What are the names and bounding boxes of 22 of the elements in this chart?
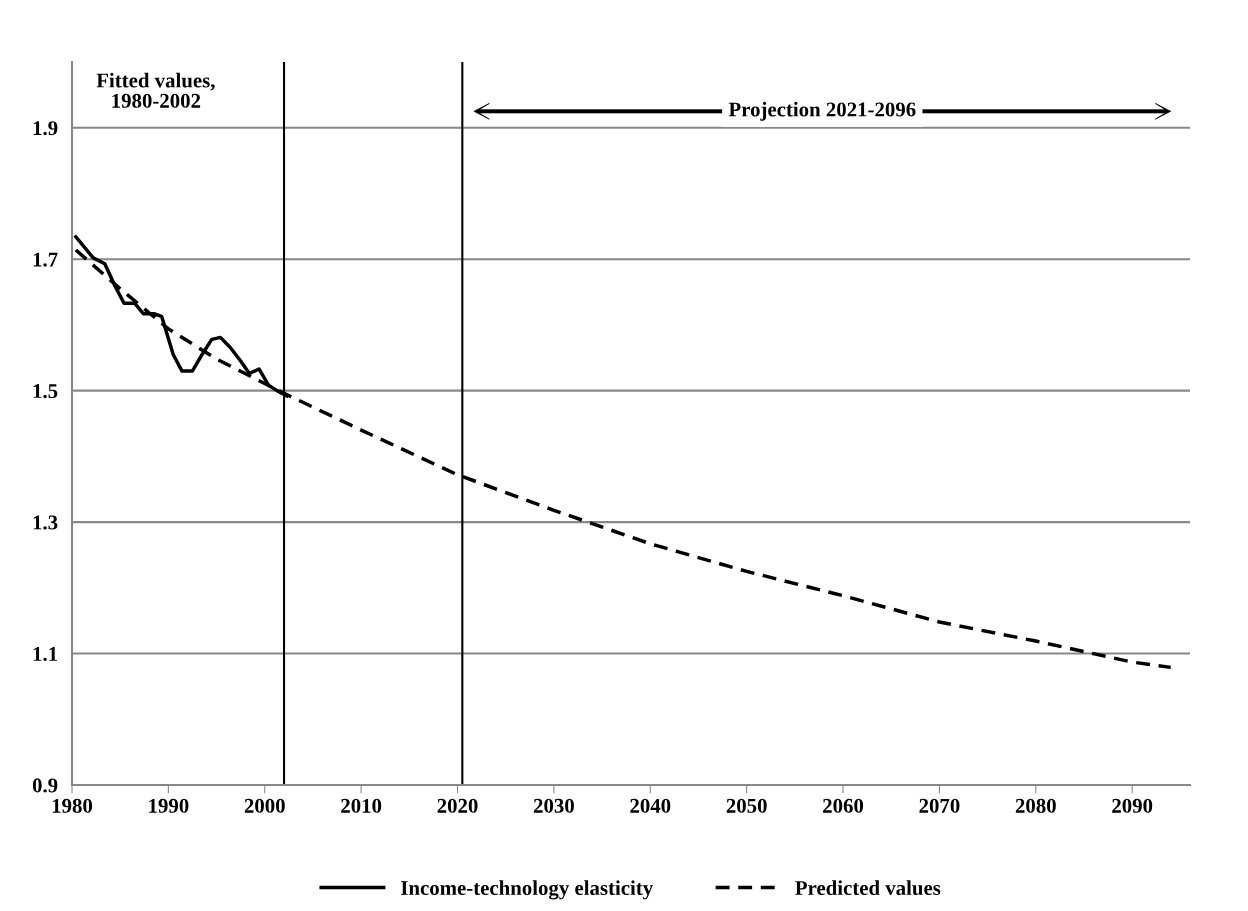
y-tick-label: 1.5 <box>33 384 58 399</box>
y-tick-label: 1.9 <box>33 121 58 136</box>
legend-label: Income-technology elasticity <box>401 880 653 900</box>
x-tick-label: 2000 <box>244 798 285 813</box>
legend-label: Predicted values <box>795 880 941 896</box>
x-tick-label: 2060 <box>823 798 864 813</box>
y-tick-label: 1.3 <box>33 515 58 530</box>
x-tick-label: 2030 <box>533 798 574 813</box>
y-tick-label: 0.9 <box>32 778 58 793</box>
x-tick-label: 1990 <box>149 798 189 813</box>
x-tick-label: 2040 <box>630 798 671 813</box>
annotation: Projection 2021-2096 <box>728 101 916 121</box>
x-tick-label: 2090 <box>1112 798 1153 813</box>
x-tick-label: 2080 <box>1015 798 1056 813</box>
x-tick-label: 2010 <box>341 798 382 813</box>
y-tick-label: 1.1 <box>33 647 58 662</box>
x-tick-label: 2070 <box>919 798 960 813</box>
y-tick-label: 1.7 <box>33 252 58 267</box>
annotation: Fitted values, 1980-2002 <box>96 72 215 108</box>
x-tick-label: 2050 <box>726 798 767 813</box>
x-tick-label: 2020 <box>437 798 478 813</box>
x-tick-label: 1980 <box>52 798 93 813</box>
